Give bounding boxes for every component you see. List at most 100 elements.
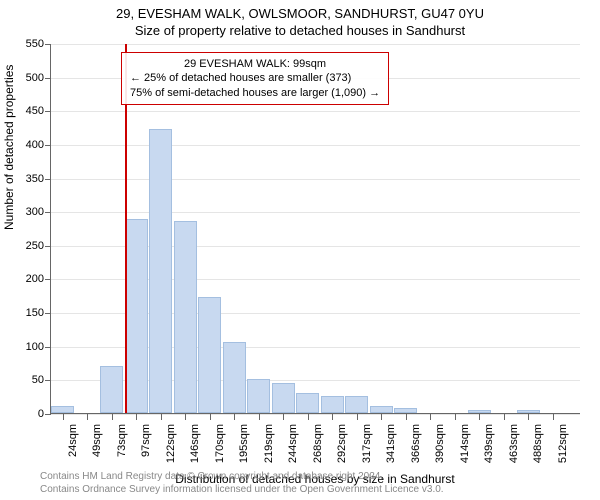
histogram-bar [321,396,344,413]
footer-line-2: Contains Ordnance Survey information lic… [40,484,444,497]
x-tick [528,414,529,420]
x-tick [455,414,456,420]
y-tick [45,212,51,213]
y-tick-label: 50 [32,374,44,386]
x-tick-label: 341sqm [385,424,397,463]
y-tick-label: 100 [26,341,44,353]
histogram-bar [394,408,417,413]
x-tick [63,414,64,420]
x-tick [112,414,113,420]
y-tick-label: 500 [26,72,44,84]
page-subtitle: Size of property relative to detached ho… [0,21,600,38]
x-tick [357,414,358,420]
histogram-bar [174,221,197,413]
x-tick [87,414,88,420]
annotation-box: 29 EVESHAM WALK: 99sqm← 25% of detached … [121,52,389,105]
x-tick [283,414,284,420]
x-tick-label: 268sqm [312,424,324,463]
x-tick [308,414,309,420]
x-tick [161,414,162,420]
gridline [51,145,580,146]
y-tick [45,279,51,280]
x-tick-label: 73sqm [116,424,128,457]
x-tick [210,414,211,420]
x-tick-label: 317sqm [361,424,373,463]
x-tick-label: 195sqm [238,424,250,463]
y-tick-label: 400 [26,139,44,151]
y-tick [45,313,51,314]
x-tick [332,414,333,420]
x-tick [479,414,480,420]
x-tick-label: 390sqm [434,424,446,463]
x-tick-label: 244sqm [287,424,299,463]
x-tick-label: 219sqm [263,424,275,463]
x-tick [406,414,407,420]
x-tick [504,414,505,420]
x-tick-label: 122sqm [165,424,177,463]
y-tick-label: 0 [38,408,44,420]
y-tick-label: 450 [26,105,44,117]
y-tick [45,347,51,348]
x-tick-label: 439sqm [483,424,495,463]
x-tick [553,414,554,420]
histogram-bar [125,219,148,413]
histogram-bar [345,396,368,413]
annotation-line: ← 25% of detached houses are smaller (37… [130,71,380,85]
x-tick-label: 488sqm [532,424,544,463]
x-tick [185,414,186,420]
histogram-bar [370,406,393,413]
x-tick-label: 170sqm [214,424,226,463]
y-tick-label: 150 [26,307,44,319]
y-tick [45,111,51,112]
x-tick [430,414,431,420]
x-tick-label: 24sqm [67,424,79,457]
histogram-bar [247,379,270,413]
y-axis-label: Number of detached properties [2,65,16,230]
gridline [51,212,580,213]
y-tick [45,246,51,247]
histogram-bar [198,297,221,413]
plot-region: 05010015020025030035040045050055024sqm49… [50,44,580,414]
y-tick-label: 350 [26,173,44,185]
y-tick-label: 250 [26,240,44,252]
x-tick-label: 97sqm [140,424,152,457]
histogram-bar [517,410,540,413]
page-title-address: 29, EVESHAM WALK, OWLSMOOR, SANDHURST, G… [0,0,600,21]
y-tick-label: 550 [26,38,44,50]
y-tick [45,78,51,79]
annotation-line: 29 EVESHAM WALK: 99sqm [130,57,380,71]
x-tick-label: 463sqm [508,424,520,463]
y-tick [45,380,51,381]
gridline [51,179,580,180]
x-tick [259,414,260,420]
y-tick [45,179,51,180]
y-tick [45,145,51,146]
histogram-bar [296,393,319,413]
y-tick [45,44,51,45]
annotation-line: 75% of semi-detached houses are larger (… [130,86,380,100]
histogram-bar [100,366,123,413]
x-tick [381,414,382,420]
histogram-bar [272,383,295,413]
gridline [51,414,580,415]
y-tick-label: 300 [26,206,44,218]
y-tick [45,414,51,415]
x-tick [234,414,235,420]
copyright-footer: Contains HM Land Registry data © Crown c… [40,471,444,496]
x-tick-label: 414sqm [459,424,471,463]
gridline [51,44,580,45]
histogram-bar [223,342,246,413]
x-tick-label: 366sqm [410,424,422,463]
x-tick [136,414,137,420]
x-tick-label: 146sqm [189,424,201,463]
footer-line-1: Contains HM Land Registry data © Crown c… [40,471,444,484]
histogram-bar [51,406,74,413]
histogram-bar [149,129,172,413]
chart-area: 05010015020025030035040045050055024sqm49… [50,44,580,414]
y-tick-label: 200 [26,273,44,285]
x-tick-label: 292sqm [336,424,348,463]
x-tick-label: 512sqm [557,424,569,463]
gridline [51,111,580,112]
x-tick-label: 49sqm [91,424,103,457]
histogram-bar [468,410,491,413]
